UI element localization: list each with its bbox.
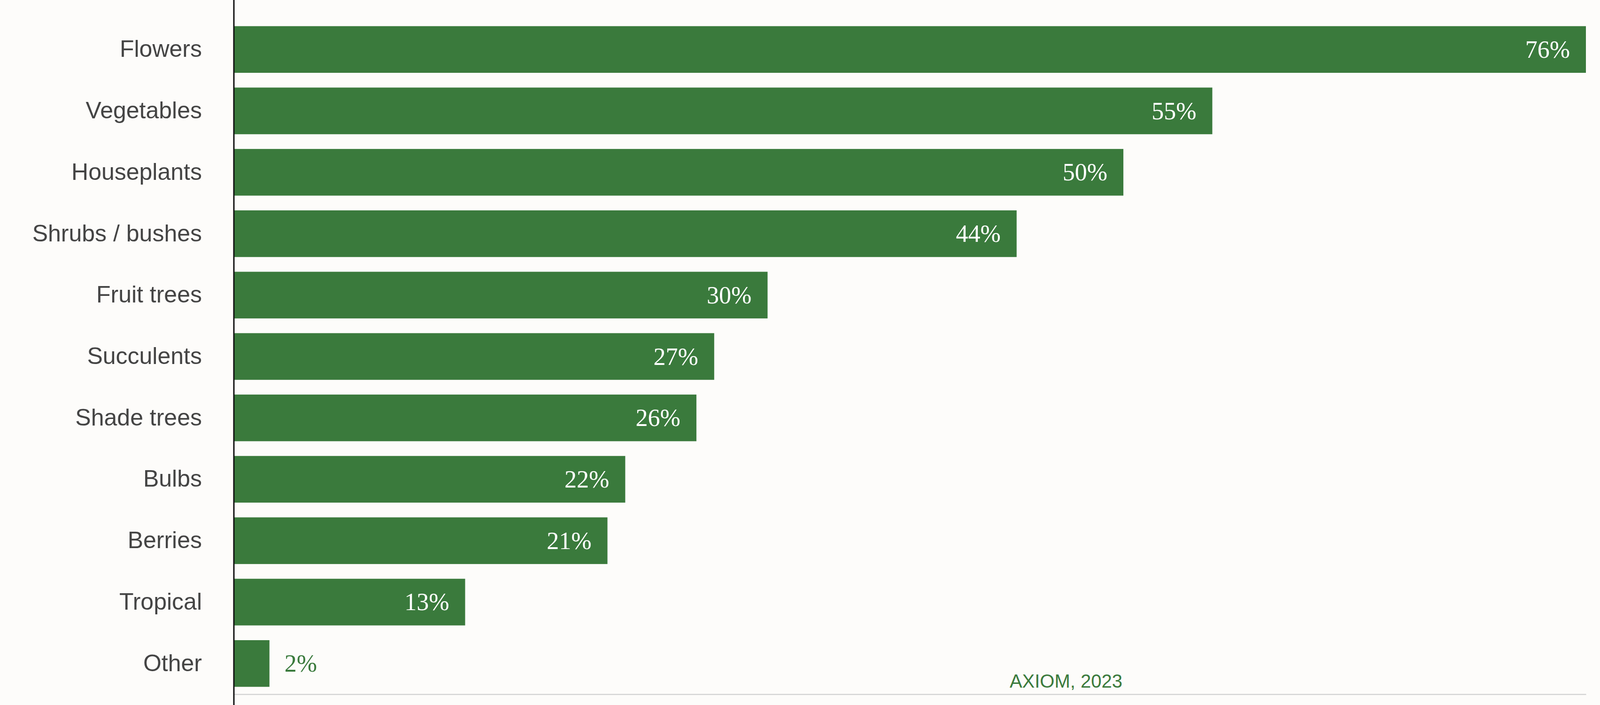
y-tick: Vegetables [85,97,234,124]
bar [233,148,1124,196]
category-label: Bulbs [143,465,202,492]
y-tick: Berries [127,526,234,554]
bar [233,87,1213,134]
y-axis-line [233,0,235,705]
y-tick: Houseplants [71,158,234,186]
y-tick: Tropical [119,588,234,615]
bar [233,640,270,687]
category-label: Houseplants [71,158,202,186]
bars [233,26,1586,688]
category-label: Vegetables [85,97,202,124]
data-label: 55% [1151,97,1197,125]
x-axis [234,694,1587,695]
category-label: Fruit trees [96,281,202,308]
bar [233,210,1017,257]
data-label: 2% [284,649,317,677]
bar [233,271,768,319]
data-label: 26% [635,404,681,432]
bar [233,578,465,626]
data-label: 27% [653,343,698,371]
category-label: Flowers [119,35,202,62]
category-label: Berries [127,526,202,554]
data-label: 22% [564,465,610,493]
category-label: Succulents [86,342,202,370]
data-label: 76% [1525,36,1570,63]
bar [233,394,697,441]
y-tick: Other [143,649,234,677]
y-tick: Bulbs [143,465,234,492]
bar [233,517,608,565]
x-axis-line [234,694,1587,696]
bar [233,26,1586,73]
data-label: 44% [955,220,1001,248]
chart: Flowers Vegetables Houseplants Shrubs / bus… [0,0,1600,705]
y-axis: Flowers Vegetables Houseplants Shrubs / bus… [32,0,234,705]
data-labels: 76% 55% 50% 44% 30% 27% 26% 22% 21% 13% 2% [284,36,1570,677]
bar [233,332,715,380]
category-label: Other [143,649,202,677]
data-label: 13% [404,588,449,616]
category-label: Shade trees [75,404,202,431]
y-tick: Succulents [86,342,234,370]
category-label: Shrubs / bushes [32,220,202,247]
y-tick: Shade trees [75,404,234,431]
bar [233,456,626,503]
y-tick: Flowers [119,35,234,62]
source: AXIOM, 2023 [1009,670,1123,692]
y-tick: Fruit trees [96,281,234,308]
category-label: Tropical [119,588,202,615]
y-tick: Shrubs / bushes [32,220,234,247]
data-label: 30% [706,281,752,309]
data-label: 21% [546,527,592,555]
data-label: 50% [1062,158,1108,186]
